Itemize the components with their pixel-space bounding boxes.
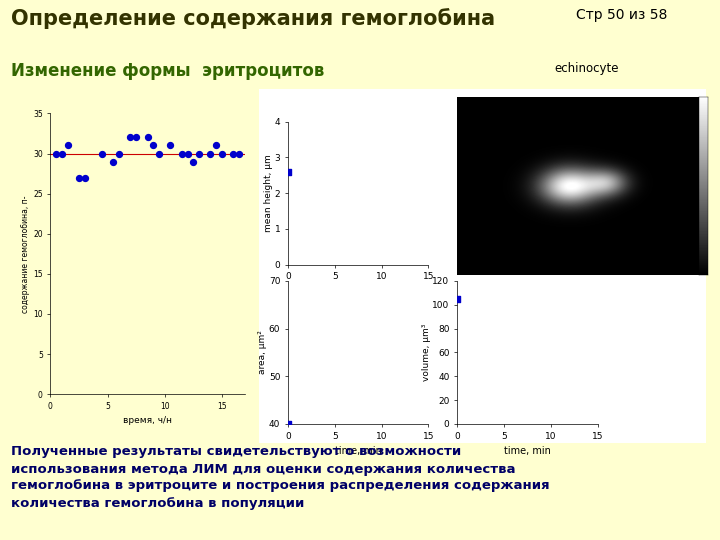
Point xyxy=(56,149,68,158)
Text: Определение содержания гемоглобина: Определение содержания гемоглобина xyxy=(11,8,495,29)
X-axis label: time, min: time, min xyxy=(504,446,551,456)
Y-axis label: содержание гемоглобина, п-: содержание гемоглобина, п- xyxy=(21,195,30,313)
X-axis label: time, min: time, min xyxy=(335,287,382,297)
Y-axis label: area, μm²: area, μm² xyxy=(258,330,267,374)
Point xyxy=(204,149,216,158)
Point xyxy=(107,157,119,166)
Y-axis label: volume, μm³: volume, μm³ xyxy=(422,323,431,381)
Point xyxy=(153,149,165,158)
Text: Изменение формы  эритроцитов: Изменение формы эритроцитов xyxy=(11,62,324,80)
Text: Полученные результаты свидетельствуют о возможности
использования метода ЛИМ для: Полученные результаты свидетельствуют о … xyxy=(11,446,549,510)
Point xyxy=(165,141,176,150)
X-axis label: time, min: time, min xyxy=(335,446,382,456)
Point xyxy=(50,149,62,158)
X-axis label: время, ч/н: время, ч/н xyxy=(123,416,172,426)
Y-axis label: mean height, μm: mean height, μm xyxy=(264,154,273,232)
Point xyxy=(79,173,91,182)
Point xyxy=(176,149,188,158)
Point xyxy=(193,149,204,158)
Text: echinocyte: echinocyte xyxy=(554,62,619,75)
Point xyxy=(125,133,136,142)
Point xyxy=(216,149,228,158)
Point xyxy=(182,149,194,158)
Point xyxy=(142,133,153,142)
Point xyxy=(233,149,245,158)
Point xyxy=(148,141,159,150)
Point xyxy=(451,294,463,303)
Point xyxy=(130,133,142,142)
Point xyxy=(282,167,294,176)
Point xyxy=(210,141,222,150)
Point xyxy=(62,141,73,150)
Point xyxy=(188,157,199,166)
Point xyxy=(282,420,294,428)
Point xyxy=(228,149,239,158)
Point xyxy=(73,173,85,182)
Text: Стр 50 из 58: Стр 50 из 58 xyxy=(576,8,667,22)
Point xyxy=(113,149,125,158)
Point xyxy=(96,149,107,158)
